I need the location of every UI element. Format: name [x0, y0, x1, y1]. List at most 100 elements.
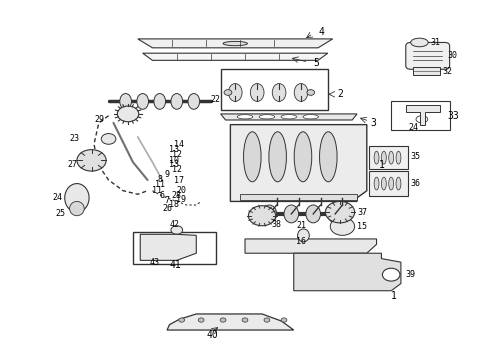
Ellipse shape: [171, 226, 183, 234]
Text: 1: 1: [391, 291, 397, 301]
Ellipse shape: [416, 116, 428, 123]
Ellipse shape: [120, 94, 131, 109]
Text: 24: 24: [408, 123, 418, 132]
Ellipse shape: [294, 84, 308, 102]
Ellipse shape: [382, 268, 400, 281]
Ellipse shape: [319, 132, 337, 182]
Ellipse shape: [411, 38, 428, 47]
Ellipse shape: [154, 94, 166, 109]
Text: 22: 22: [211, 95, 221, 104]
Ellipse shape: [330, 217, 355, 235]
Text: 20: 20: [177, 186, 187, 195]
Text: 40: 40: [206, 330, 218, 341]
Polygon shape: [245, 239, 376, 253]
Text: 32: 32: [442, 67, 452, 76]
Ellipse shape: [171, 94, 183, 109]
Text: 11: 11: [155, 180, 165, 189]
Ellipse shape: [137, 94, 148, 109]
Text: 3: 3: [371, 118, 377, 128]
Ellipse shape: [101, 134, 116, 144]
Ellipse shape: [325, 202, 355, 223]
Text: 35: 35: [411, 152, 420, 161]
Ellipse shape: [284, 205, 298, 223]
Ellipse shape: [389, 177, 393, 190]
Text: 13: 13: [170, 160, 179, 169]
Text: 14: 14: [174, 140, 184, 149]
Ellipse shape: [281, 318, 287, 322]
Text: 13: 13: [170, 145, 179, 154]
Ellipse shape: [77, 150, 106, 171]
Ellipse shape: [248, 206, 276, 226]
Text: 23: 23: [70, 134, 79, 143]
Bar: [220, 69, 328, 111]
Ellipse shape: [297, 229, 309, 242]
Polygon shape: [220, 114, 357, 120]
Text: 28: 28: [172, 190, 182, 199]
Polygon shape: [230, 125, 367, 202]
Text: 15: 15: [357, 222, 367, 231]
Ellipse shape: [281, 114, 296, 119]
Ellipse shape: [242, 318, 248, 322]
Ellipse shape: [307, 90, 315, 95]
Text: 31: 31: [430, 38, 440, 47]
Text: 19: 19: [176, 195, 186, 204]
Text: 16: 16: [296, 237, 306, 246]
Text: 30: 30: [447, 51, 457, 60]
Polygon shape: [167, 314, 294, 330]
Text: 39: 39: [406, 270, 416, 279]
Ellipse shape: [381, 177, 386, 190]
Ellipse shape: [250, 84, 264, 102]
Text: 37: 37: [357, 208, 367, 217]
Bar: [369, 146, 408, 169]
Text: 18: 18: [170, 200, 179, 209]
Ellipse shape: [374, 177, 379, 190]
Text: 11: 11: [152, 185, 162, 194]
FancyBboxPatch shape: [406, 42, 450, 69]
Text: 25: 25: [55, 210, 65, 219]
Ellipse shape: [303, 114, 318, 119]
Text: 29: 29: [94, 116, 104, 125]
Text: 10: 10: [170, 156, 179, 165]
Bar: [133, 232, 216, 264]
Ellipse shape: [223, 41, 247, 46]
Text: 26: 26: [162, 204, 172, 213]
Ellipse shape: [294, 132, 312, 182]
Text: 12: 12: [172, 150, 182, 159]
Text: 4: 4: [318, 27, 324, 37]
Text: 43: 43: [150, 258, 160, 267]
Text: 12: 12: [172, 165, 182, 174]
Ellipse shape: [198, 318, 204, 322]
Text: 27: 27: [67, 161, 77, 170]
Ellipse shape: [374, 151, 379, 164]
Ellipse shape: [389, 151, 393, 164]
Ellipse shape: [224, 90, 232, 95]
Text: 38: 38: [272, 220, 282, 229]
Ellipse shape: [65, 184, 89, 212]
Ellipse shape: [237, 114, 253, 119]
Ellipse shape: [396, 151, 401, 164]
Text: 42: 42: [170, 220, 179, 229]
Ellipse shape: [396, 177, 401, 190]
Text: 8: 8: [157, 175, 162, 184]
Ellipse shape: [244, 132, 261, 182]
Text: 5: 5: [313, 58, 319, 68]
Text: 33: 33: [447, 111, 459, 121]
Ellipse shape: [259, 114, 275, 119]
Bar: [391, 102, 450, 130]
Text: 2: 2: [338, 89, 343, 99]
Ellipse shape: [269, 132, 287, 182]
Text: 1: 1: [379, 159, 385, 170]
Ellipse shape: [272, 84, 286, 102]
Ellipse shape: [264, 318, 270, 322]
Polygon shape: [294, 253, 401, 291]
Ellipse shape: [306, 205, 320, 223]
Ellipse shape: [117, 106, 139, 122]
Polygon shape: [138, 39, 333, 48]
Ellipse shape: [70, 202, 84, 216]
Polygon shape: [143, 53, 328, 60]
Ellipse shape: [228, 84, 242, 102]
Ellipse shape: [381, 151, 386, 164]
Text: 36: 36: [411, 179, 420, 188]
Bar: [240, 194, 357, 200]
Ellipse shape: [170, 241, 194, 255]
